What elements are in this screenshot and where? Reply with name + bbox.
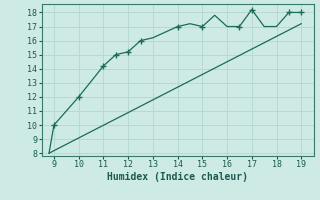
X-axis label: Humidex (Indice chaleur): Humidex (Indice chaleur)	[107, 172, 248, 182]
